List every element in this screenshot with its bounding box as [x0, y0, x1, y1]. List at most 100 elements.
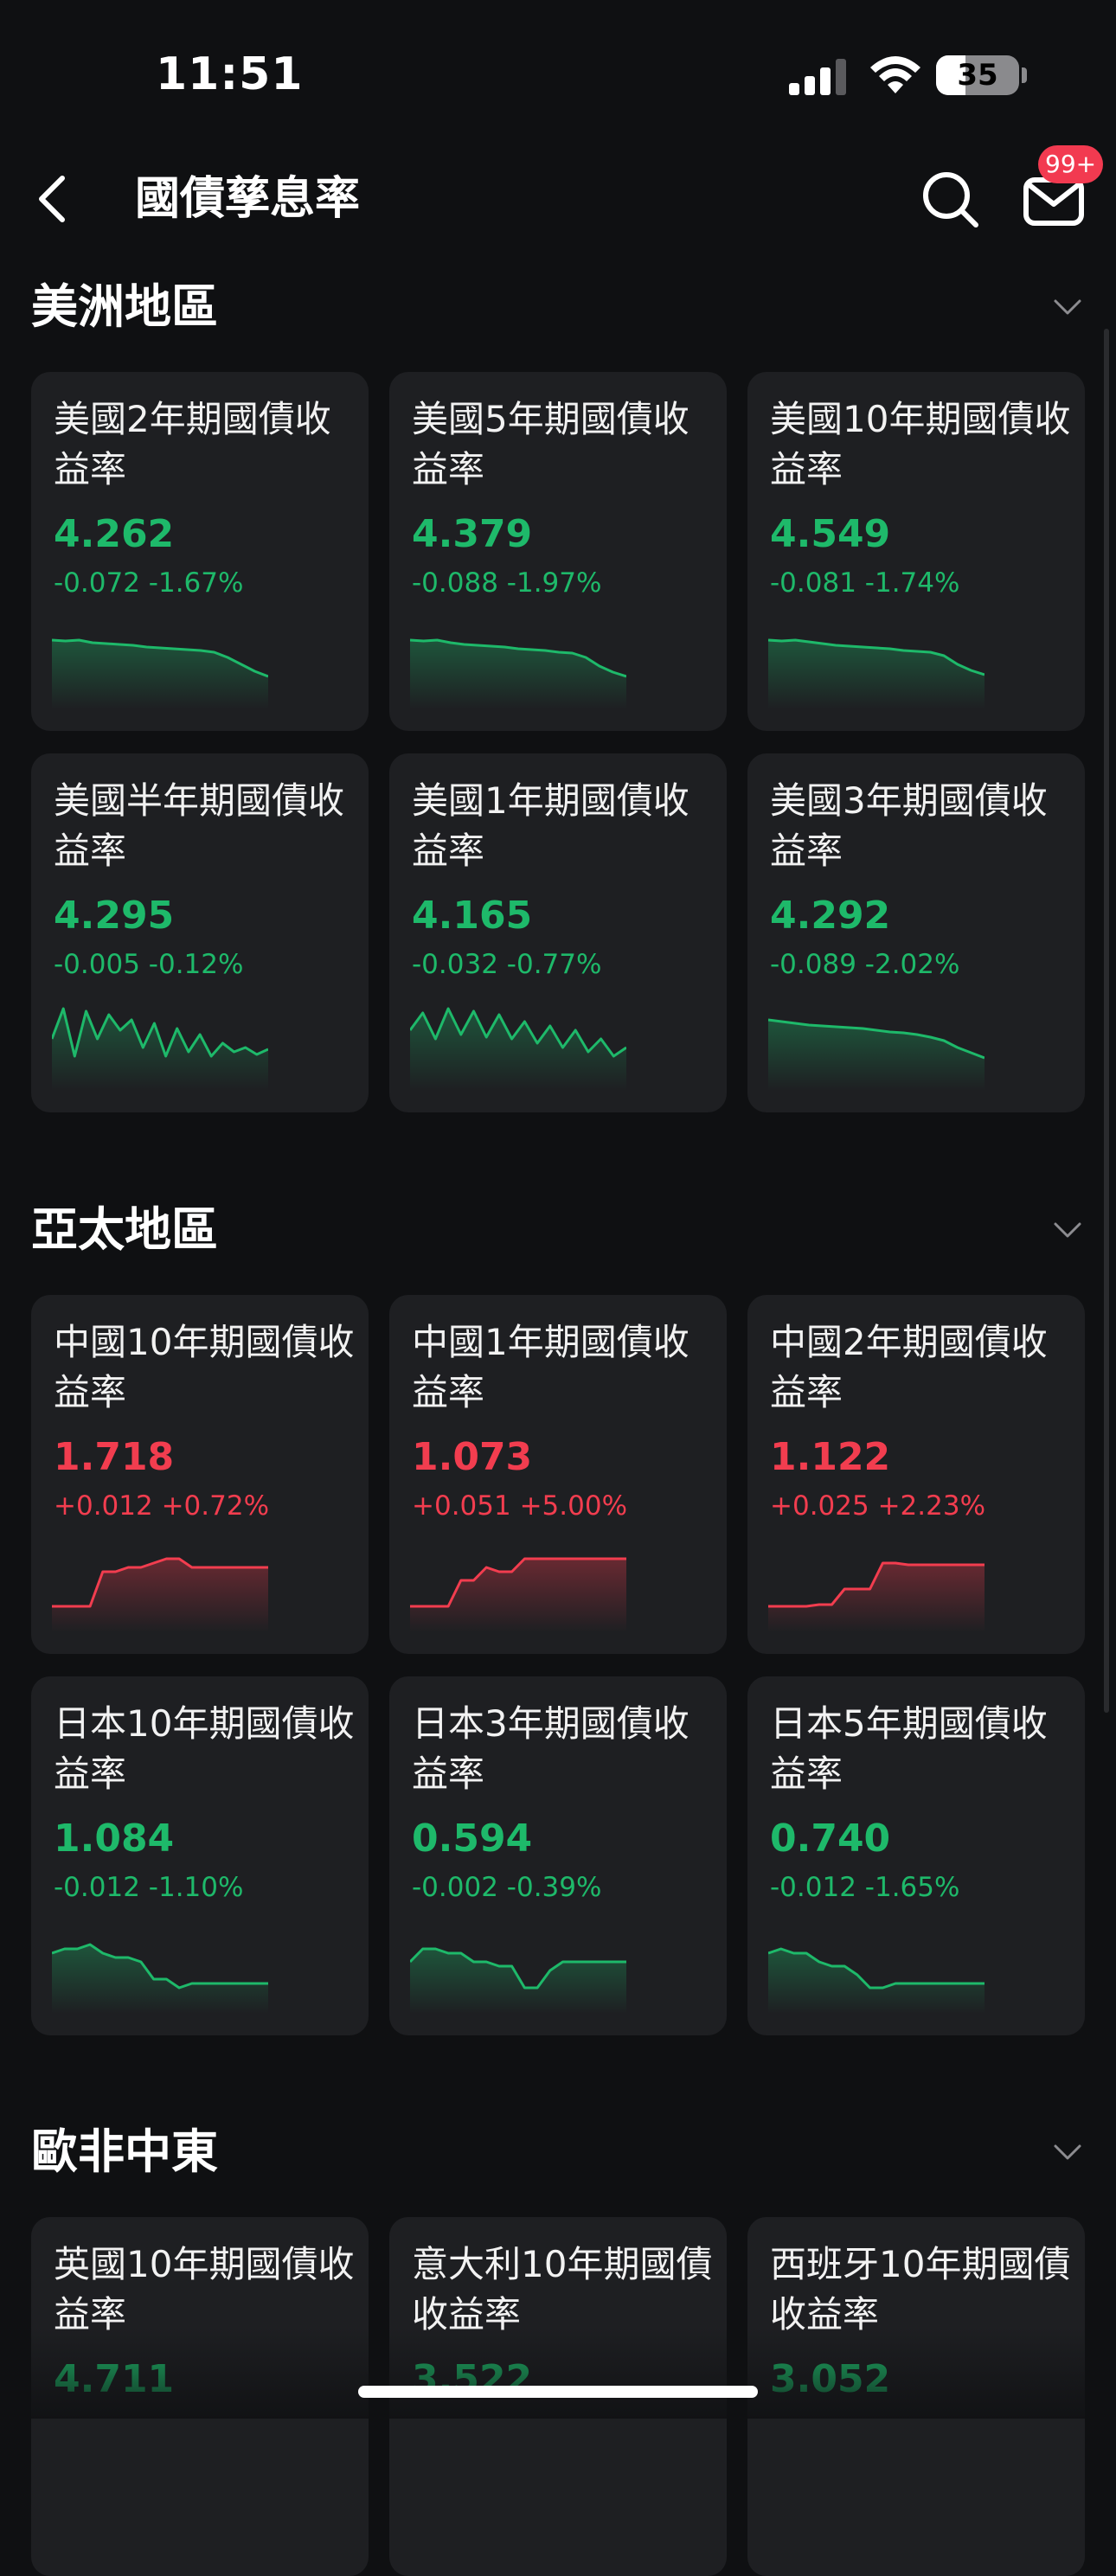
chevron-down-icon[interactable] [1050, 290, 1085, 324]
bond-yield-value: 4.165 [412, 894, 533, 938]
status-bar: 11:51 35 [0, 0, 1116, 147]
sparkline-line [768, 638, 985, 676]
bond-yield-change: -0.012 -1.65% [770, 1872, 960, 1903]
sparkline-area [768, 640, 985, 709]
bond-name: 美國1年期國債收益率 [412, 779, 689, 872]
bond-name: 美國5年期國債收益率 [412, 398, 689, 490]
bond-name: 美國半年期國債收益率 [54, 779, 345, 872]
bond-yield-card[interactable]: 美國10年期國債收益率 4.549 -0.081 -1.74% [747, 372, 1085, 731]
sparkline-area [52, 1559, 268, 1632]
chevron-down-icon[interactable] [1050, 2135, 1085, 2169]
bond-name: 中國2年期國債收益率 [770, 1321, 1048, 1413]
nav-bar: 國債孳息率 99+ [0, 145, 1116, 251]
section-header[interactable]: 亞太地區 [0, 1195, 1116, 1265]
bond-yield-card[interactable]: 中國2年期國債收益率 1.122 +0.025 +2.23% [747, 1295, 1085, 1654]
sparkline-area [52, 640, 268, 709]
bond-yield-change: -0.032 -0.77% [412, 949, 602, 980]
page-title: 國債孳息率 [135, 173, 361, 225]
bond-yield-value: 3.052 [770, 2357, 891, 2401]
section-header[interactable]: 美洲地區 [0, 272, 1116, 342]
sparkline [52, 2468, 268, 2554]
sparkline [410, 2468, 626, 2554]
bond-yield-value: 0.740 [770, 1817, 891, 1861]
sparkline-line [52, 638, 268, 678]
bond-yield-card[interactable]: 美國5年期國債收益率 4.379 -0.088 -1.97% [389, 372, 727, 731]
bond-yield-value: 4.379 [412, 512, 533, 556]
section-title: 亞太地區 [31, 1202, 218, 1257]
bond-yield-change: -0.089 -2.02% [770, 949, 960, 980]
bond-yield-change: +0.025 +2.23% [770, 1490, 986, 1522]
search-icon[interactable] [917, 166, 983, 232]
cellular-signal-icon [789, 59, 846, 95]
sparkline-area [768, 1563, 985, 1632]
sparkline-line [410, 1947, 626, 1990]
bond-yield-card[interactable]: 中國1年期國債收益率 1.073 +0.051 +5.00% [389, 1295, 727, 1654]
sparkline [410, 1947, 626, 2014]
sparkline [52, 1943, 268, 2014]
section-title: 歐非中東 [31, 2124, 218, 2179]
bond-name: 美國2年期國債收益率 [54, 398, 331, 490]
home-indicator[interactable] [358, 2386, 758, 2398]
bond-name: 美國10年期國債收益率 [770, 398, 1071, 490]
bond-yield-change: +0.051 +5.00% [412, 1490, 628, 1522]
bond-yield-card[interactable]: 日本5年期國債收益率 0.740 -0.012 -1.65% [747, 1676, 1085, 2035]
sparkline [52, 1557, 268, 1632]
status-time: 11:51 [156, 48, 304, 100]
sparkline [768, 1561, 985, 1632]
section-title: 美洲地區 [31, 279, 218, 334]
bond-name: 日本3年期國債收益率 [412, 1702, 689, 1795]
bond-yield-card[interactable]: 中國10年期國債收益率 1.718 +0.012 +0.72% [31, 1295, 369, 1654]
bond-yield-card[interactable]: 美國1年期國債收益率 4.165 -0.032 -0.77% [389, 753, 727, 1112]
sparkline [410, 638, 626, 709]
bond-yield-card[interactable]: 美國2年期國債收益率 4.262 -0.072 -1.67% [31, 372, 369, 731]
sparkline-area [410, 640, 626, 709]
bond-yield-value: 4.292 [770, 894, 891, 938]
bond-name: 日本10年期國債收益率 [54, 1702, 355, 1795]
bond-yield-card[interactable]: 日本10年期國債收益率 1.084 -0.012 -1.10% [31, 1676, 369, 2035]
sparkline-line [52, 1943, 268, 1990]
sparkline [410, 1007, 626, 1091]
sparkline-area [52, 1009, 268, 1091]
bond-yield-value: 4.711 [54, 2357, 175, 2401]
bond-yield-change: -0.005 -0.12% [54, 949, 244, 980]
sparkline-area [410, 1559, 626, 1632]
bond-yield-value: 4.549 [770, 512, 891, 556]
sparkline-line [52, 1557, 268, 1608]
bond-yield-value: 4.295 [54, 894, 175, 938]
sparkline-line [410, 638, 626, 678]
bond-name: 中國10年期國債收益率 [54, 1321, 355, 1413]
chevron-down-icon[interactable] [1050, 1213, 1085, 1247]
bond-yield-card[interactable]: 西班牙10年期國債收益率 3.052 [747, 2217, 1085, 2576]
bond-yield-card[interactable]: 美國半年期國債收益率 4.295 -0.005 -0.12% [31, 753, 369, 1112]
bond-yield-value: 0.594 [412, 1817, 533, 1861]
bond-yield-change: +0.012 +0.72% [54, 1490, 270, 1522]
bond-yield-change: -0.088 -1.97% [412, 567, 602, 599]
bond-yield-value: 1.718 [54, 1435, 175, 1479]
sparkline-area [410, 1949, 626, 2014]
battery-cap [1022, 67, 1027, 83]
back-arrow-icon[interactable] [26, 168, 78, 230]
bond-yield-change: -0.012 -1.10% [54, 1872, 244, 1903]
bond-yield-card[interactable]: 美國3年期國債收益率 4.292 -0.089 -2.02% [747, 753, 1085, 1112]
battery-icon: 35 [936, 55, 1019, 95]
sparkline [768, 1947, 985, 2014]
bond-name: 美國3年期國債收益率 [770, 779, 1048, 872]
bond-name: 西班牙10年期國債收益率 [770, 2243, 1071, 2336]
bond-yield-value: 1.122 [770, 1435, 891, 1479]
notification-badge: 99+ [1038, 145, 1104, 183]
bond-name: 中國1年期國債收益率 [412, 1321, 689, 1413]
bond-yield-card[interactable]: 英國10年期國債收益率 4.711 [31, 2217, 369, 2576]
bond-name: 英國10年期國債收益率 [54, 2243, 355, 2336]
bond-yield-card[interactable]: 日本3年期國債收益率 0.594 -0.002 -0.39% [389, 1676, 727, 2035]
sparkline [768, 2468, 985, 2554]
bond-yield-change: -0.081 -1.74% [770, 567, 960, 599]
sparkline [410, 1557, 626, 1632]
wifi-icon [870, 56, 920, 93]
bond-yield-change: -0.002 -0.39% [412, 1872, 602, 1903]
scrollbar[interactable] [1104, 329, 1109, 1713]
bond-yield-value: 1.073 [412, 1435, 533, 1479]
sparkline [52, 638, 268, 709]
bond-yield-value: 4.262 [54, 512, 175, 556]
battery-level: 35 [957, 58, 998, 93]
section-header[interactable]: 歐非中東 [0, 2118, 1116, 2187]
